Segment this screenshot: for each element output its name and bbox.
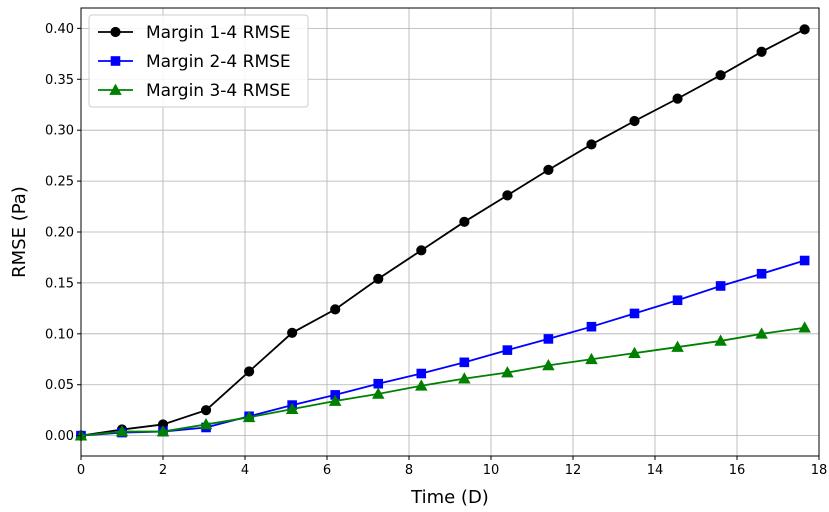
series-1-point xyxy=(245,367,254,376)
y-tick-label: 0.15 xyxy=(45,276,74,291)
x-tick-label: 0 xyxy=(77,463,85,478)
series-2-point xyxy=(673,296,682,305)
x-tick-label: 12 xyxy=(565,463,582,478)
y-tick-label: 0.25 xyxy=(45,175,74,190)
legend-label: Margin 1-4 RMSE xyxy=(146,23,291,43)
y-tick-label: 0.05 xyxy=(45,378,74,393)
series-1-point xyxy=(201,406,210,415)
x-tick-label: 6 xyxy=(323,463,331,478)
series-2-point xyxy=(716,282,725,291)
series-1-point xyxy=(544,165,553,174)
x-tick-label: 16 xyxy=(729,463,746,478)
series-1-point xyxy=(331,305,340,314)
series-1-point xyxy=(417,246,426,255)
series-1-point xyxy=(800,25,809,34)
series-2-point xyxy=(800,256,809,265)
series-1-point xyxy=(757,47,766,56)
series-1-point xyxy=(716,71,725,80)
legend-marker xyxy=(111,57,120,66)
y-tick-label: 0.40 xyxy=(45,22,74,37)
y-axis-title: RMSE (Pa) xyxy=(9,186,30,278)
x-tick-label: 10 xyxy=(483,463,500,478)
x-tick-label: 14 xyxy=(647,463,664,478)
series-2-point xyxy=(374,379,383,388)
legend-label: Margin 3-4 RMSE xyxy=(146,81,291,101)
legend-marker xyxy=(111,27,120,36)
x-axis-title: Time (D) xyxy=(410,487,489,508)
series-2-point xyxy=(417,369,426,378)
series-2-point xyxy=(544,335,553,344)
series-2-point xyxy=(503,346,512,355)
y-tick-label: 0.20 xyxy=(45,226,74,241)
series-1-point xyxy=(673,94,682,103)
series-1-point xyxy=(503,191,512,200)
legend-label: Margin 2-4 RMSE xyxy=(146,52,291,72)
y-tick-label: 0.30 xyxy=(45,124,74,139)
y-tick-label: 0.00 xyxy=(45,429,74,444)
y-tick-label: 0.35 xyxy=(45,73,74,88)
x-tick-label: 8 xyxy=(405,463,413,478)
series-1-point xyxy=(374,274,383,283)
series-2-point xyxy=(587,322,596,331)
series-1-point xyxy=(587,140,596,149)
legend: Margin 1-4 RMSE Margin 2-4 RMSE Margin 3-4… xyxy=(89,15,308,107)
series-1-point xyxy=(460,217,469,226)
y-tick-label: 0.10 xyxy=(45,327,74,342)
x-tick-label: 4 xyxy=(241,463,249,478)
series-2-point xyxy=(757,269,766,278)
series-1-point xyxy=(630,116,639,125)
x-tick-label: 2 xyxy=(159,463,167,478)
series-1-point xyxy=(288,328,297,337)
series-2-point xyxy=(460,358,469,367)
series-2-point xyxy=(630,309,639,318)
x-tick-label: 18 xyxy=(811,463,828,478)
